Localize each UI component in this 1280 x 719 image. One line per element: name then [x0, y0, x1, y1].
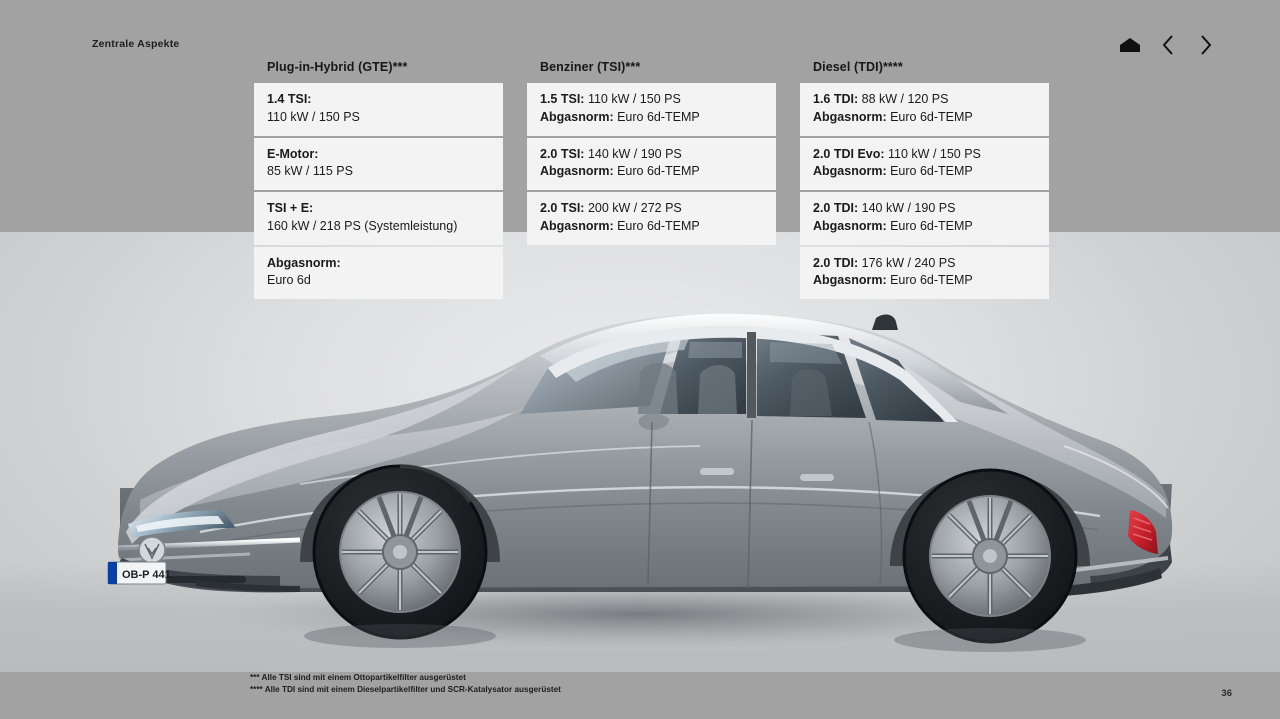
spec-label: 1.6 TDI:	[813, 92, 859, 106]
spec-value: 110 kW / 150 PS	[584, 92, 681, 106]
spec-label: Abgasnorm:	[813, 109, 887, 124]
chevron-left-icon[interactable]	[1156, 33, 1180, 57]
door-handle-front	[700, 468, 734, 475]
slide-navigation	[1118, 33, 1218, 57]
spec-cell: 2.0 TDI: 176 kW / 240 PS Abgasnorm: Euro…	[800, 246, 1049, 299]
spec-label: Abgasnorm:	[813, 273, 887, 288]
car-illustration: OB-P 441	[107, 313, 1173, 652]
spec-value: 88 kW / 120 PS	[858, 92, 949, 106]
spec-label: TSI + E:	[267, 201, 314, 215]
spec-label: Abgasnorm:	[540, 164, 614, 179]
column-header: Plug-in-Hybrid (GTE)***	[267, 60, 408, 74]
spec-cell: 2.0 TSI: 140 kW / 190 PS Abgasnorm: Euro…	[527, 137, 776, 190]
footnotes: *** Alle TSI sind mit einem Ottopartikel…	[250, 672, 561, 697]
svg-text:OB-P 441: OB-P 441	[122, 569, 171, 581]
spec-value: 85 kW / 115 PS	[267, 164, 353, 179]
page-number: 36	[1221, 688, 1232, 699]
car-photo: OB-P 441	[0, 232, 1280, 672]
spec-label: 2.0 TDI Evo:	[813, 146, 885, 161]
spec-label: 2.0 TSI:	[540, 146, 585, 161]
spec-cell: 1.5 TSI: 110 kW / 150 PS Abgasnorm: Euro…	[527, 83, 776, 136]
spec-label: E-Motor:	[267, 146, 319, 161]
spec-label: 2.0 TDI:	[813, 201, 859, 215]
column-header: Benziner (TSI)***	[540, 60, 641, 74]
spec-value: Euro 6d-TEMP	[886, 218, 973, 233]
spec-cell: 2.0 TDI: 140 kW / 190 PS Abgasnorm: Euro…	[800, 192, 1049, 245]
rear-wheel	[902, 468, 1078, 644]
footnote-tdi: **** Alle TDI sind mit einem Dieselparti…	[250, 685, 561, 695]
spec-cell: 2.0 TSI: 200 kW / 272 PS Abgasnorm: Euro…	[527, 192, 776, 245]
side-mirror	[638, 413, 669, 430]
spec-value: Euro 6d-TEMP	[886, 273, 973, 288]
footnote-tsi: *** Alle TSI sind mit einem Ottopartikel…	[250, 672, 466, 682]
spec-value: 176 kW / 240 PS	[858, 255, 956, 270]
spec-label: 1.4 TSI:	[267, 92, 312, 106]
spec-label: Abgasnorm:	[540, 218, 614, 233]
spec-column-hybrid: Plug-in-Hybrid (GTE)*** 1.4 TSI: 110 kW …	[254, 60, 503, 301]
roof-antenna	[872, 314, 898, 330]
spec-label: Abgasnorm:	[540, 109, 614, 124]
engine-spec-table: Plug-in-Hybrid (GTE)*** 1.4 TSI: 110 kW …	[254, 60, 1049, 301]
spec-value: Euro 6d-TEMP	[886, 109, 973, 124]
spec-value: 140 kW / 190 PS	[584, 146, 682, 161]
home-icon[interactable]	[1118, 33, 1142, 57]
spec-cell: E-Motor: 85 kW / 115 PS	[254, 137, 503, 190]
spec-cell: 2.0 TDI Evo: 110 kW / 150 PS Abgasnorm: …	[800, 137, 1049, 190]
spec-value: 160 kW / 218 PS (Systemleistung)	[267, 218, 458, 233]
spec-value: 110 kW / 150 PS	[267, 109, 360, 124]
spec-label: 1.5 TSI:	[540, 92, 585, 106]
spec-value: Euro 6d-TEMP	[613, 109, 700, 124]
column-header: Diesel (TDI)****	[813, 60, 903, 74]
spec-value: Euro 6d-TEMP	[613, 218, 700, 233]
spec-label: Abgasnorm:	[267, 255, 341, 270]
page-title: Zentrale Aspekte	[92, 38, 180, 50]
spec-value: 110 kW / 150 PS	[884, 146, 981, 161]
spec-cell: TSI + E: 160 kW / 218 PS (Systemleistung…	[254, 192, 503, 245]
spec-column-petrol: Benziner (TSI)*** 1.5 TSI: 110 kW / 150 …	[527, 60, 776, 301]
spec-value: Euro 6d	[267, 273, 311, 288]
spec-value: 140 kW / 190 PS	[858, 201, 956, 215]
chevron-right-icon[interactable]	[1194, 33, 1218, 57]
door-handle-rear	[800, 474, 834, 481]
spec-label: Abgasnorm:	[813, 218, 887, 233]
spec-value: Euro 6d-TEMP	[886, 164, 973, 179]
spec-value: Euro 6d-TEMP	[613, 164, 700, 179]
front-wheel	[312, 464, 488, 640]
spec-column-diesel: Diesel (TDI)**** 1.6 TDI: 88 kW / 120 PS…	[800, 60, 1049, 301]
spec-label: 2.0 TDI:	[813, 255, 859, 270]
spec-label: 2.0 TSI:	[540, 201, 585, 215]
rear-chrome-trim	[1059, 556, 1169, 574]
spec-cell: Abgasnorm: Euro 6d	[254, 246, 503, 299]
spec-cell: 1.4 TSI: 110 kW / 150 PS	[254, 83, 503, 136]
spec-value: 200 kW / 272 PS	[584, 201, 682, 215]
spec-cell: 1.6 TDI: 88 kW / 120 PS Abgasnorm: Euro …	[800, 83, 1049, 136]
taillight	[1128, 510, 1158, 554]
spec-label: Abgasnorm:	[813, 164, 887, 179]
